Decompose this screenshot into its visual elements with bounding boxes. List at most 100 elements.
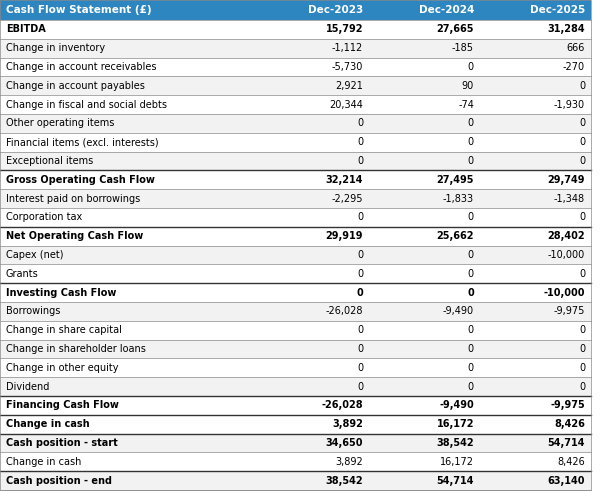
Text: 54,714: 54,714 bbox=[548, 438, 585, 448]
Text: -9,975: -9,975 bbox=[550, 400, 585, 410]
Text: EBITDA: EBITDA bbox=[6, 24, 46, 34]
Text: 0: 0 bbox=[468, 212, 474, 222]
Text: 0: 0 bbox=[579, 325, 585, 335]
Text: -270: -270 bbox=[563, 62, 585, 72]
Bar bbox=[0, 377, 591, 396]
Text: 0: 0 bbox=[468, 137, 474, 147]
Bar bbox=[0, 39, 591, 58]
Text: 0: 0 bbox=[357, 325, 363, 335]
Text: Change in inventory: Change in inventory bbox=[6, 43, 105, 53]
Text: -1,833: -1,833 bbox=[443, 193, 474, 203]
Text: 90: 90 bbox=[462, 81, 474, 91]
Text: 0: 0 bbox=[357, 250, 363, 260]
Text: 28,402: 28,402 bbox=[547, 231, 585, 241]
Bar bbox=[0, 133, 591, 152]
Text: 0: 0 bbox=[468, 62, 474, 72]
Bar bbox=[0, 246, 591, 264]
Text: 0: 0 bbox=[356, 288, 363, 298]
Text: Change in other equity: Change in other equity bbox=[6, 363, 119, 373]
Text: 666: 666 bbox=[566, 43, 585, 53]
Bar bbox=[0, 359, 591, 377]
Text: Corporation tax: Corporation tax bbox=[6, 212, 82, 222]
Text: 0: 0 bbox=[468, 344, 474, 354]
Bar bbox=[0, 340, 591, 359]
Text: 34,650: 34,650 bbox=[325, 438, 363, 448]
Text: 0: 0 bbox=[579, 156, 585, 166]
Text: Change in share capital: Change in share capital bbox=[6, 325, 122, 335]
Bar bbox=[0, 76, 591, 95]
Bar bbox=[0, 0, 591, 20]
Text: Cash position - end: Cash position - end bbox=[6, 476, 112, 486]
Text: 0: 0 bbox=[579, 344, 585, 354]
Text: Other operating items: Other operating items bbox=[6, 119, 115, 128]
Bar bbox=[0, 321, 591, 340]
Text: Change in account receivables: Change in account receivables bbox=[6, 62, 157, 72]
Text: Dividend: Dividend bbox=[6, 381, 49, 392]
Text: Change in cash: Change in cash bbox=[6, 419, 89, 429]
Text: 0: 0 bbox=[579, 137, 585, 147]
Text: 8,426: 8,426 bbox=[557, 457, 585, 467]
Text: Grants: Grants bbox=[6, 269, 39, 279]
Text: 0: 0 bbox=[468, 119, 474, 128]
Text: 0: 0 bbox=[357, 269, 363, 279]
Bar bbox=[0, 189, 591, 208]
Text: 0: 0 bbox=[468, 156, 474, 166]
Text: Exceptional items: Exceptional items bbox=[6, 156, 93, 166]
Text: 16,172: 16,172 bbox=[440, 457, 474, 467]
Text: 54,714: 54,714 bbox=[437, 476, 474, 486]
Bar bbox=[0, 452, 591, 471]
Text: 38,542: 38,542 bbox=[325, 476, 363, 486]
Text: -10,000: -10,000 bbox=[548, 250, 585, 260]
Text: 0: 0 bbox=[467, 288, 474, 298]
Text: 0: 0 bbox=[357, 156, 363, 166]
Text: -5,730: -5,730 bbox=[332, 62, 363, 72]
Bar bbox=[0, 471, 591, 490]
Text: 0: 0 bbox=[468, 381, 474, 392]
Text: 0: 0 bbox=[468, 269, 474, 279]
Text: -10,000: -10,000 bbox=[544, 288, 585, 298]
Text: 38,542: 38,542 bbox=[436, 438, 474, 448]
Text: 15,792: 15,792 bbox=[325, 24, 363, 34]
Text: 25,662: 25,662 bbox=[437, 231, 474, 241]
Text: 0: 0 bbox=[357, 212, 363, 222]
Text: -74: -74 bbox=[458, 100, 474, 110]
Text: 0: 0 bbox=[357, 344, 363, 354]
Bar bbox=[0, 208, 591, 227]
Text: -26,028: -26,028 bbox=[322, 400, 363, 410]
Bar bbox=[0, 20, 591, 39]
Text: 0: 0 bbox=[579, 81, 585, 91]
Text: 0: 0 bbox=[468, 363, 474, 373]
Text: 8,426: 8,426 bbox=[554, 419, 585, 429]
Text: 0: 0 bbox=[579, 269, 585, 279]
Text: 0: 0 bbox=[468, 325, 474, 335]
Bar bbox=[0, 171, 591, 189]
Text: 31,284: 31,284 bbox=[547, 24, 585, 34]
Text: 2,921: 2,921 bbox=[335, 81, 363, 91]
Bar bbox=[0, 302, 591, 321]
Text: 0: 0 bbox=[579, 119, 585, 128]
Bar bbox=[0, 227, 591, 246]
Text: 27,495: 27,495 bbox=[437, 175, 474, 185]
Text: Cash position - start: Cash position - start bbox=[6, 438, 118, 448]
Text: Capex (net): Capex (net) bbox=[6, 250, 64, 260]
Text: 16,172: 16,172 bbox=[437, 419, 474, 429]
Text: Financial items (excl. interests): Financial items (excl. interests) bbox=[6, 137, 158, 147]
Text: 29,919: 29,919 bbox=[325, 231, 363, 241]
Text: Dec-2024: Dec-2024 bbox=[419, 5, 474, 15]
Bar bbox=[0, 58, 591, 76]
Bar bbox=[0, 95, 591, 114]
Text: 0: 0 bbox=[357, 381, 363, 392]
Text: 0: 0 bbox=[579, 363, 585, 373]
Text: -9,490: -9,490 bbox=[443, 307, 474, 316]
Text: Gross Operating Cash Flow: Gross Operating Cash Flow bbox=[6, 175, 155, 185]
Text: 0: 0 bbox=[357, 137, 363, 147]
Bar bbox=[0, 434, 591, 452]
Text: Change in fiscal and social debts: Change in fiscal and social debts bbox=[6, 100, 167, 110]
Text: Cash Flow Statement (£): Cash Flow Statement (£) bbox=[6, 5, 152, 15]
Text: Change in account payables: Change in account payables bbox=[6, 81, 145, 91]
Text: Interest paid on borrowings: Interest paid on borrowings bbox=[6, 193, 140, 203]
Bar bbox=[0, 415, 591, 434]
Text: -1,930: -1,930 bbox=[554, 100, 585, 110]
Text: 20,344: 20,344 bbox=[329, 100, 363, 110]
Text: -9,975: -9,975 bbox=[554, 307, 585, 316]
